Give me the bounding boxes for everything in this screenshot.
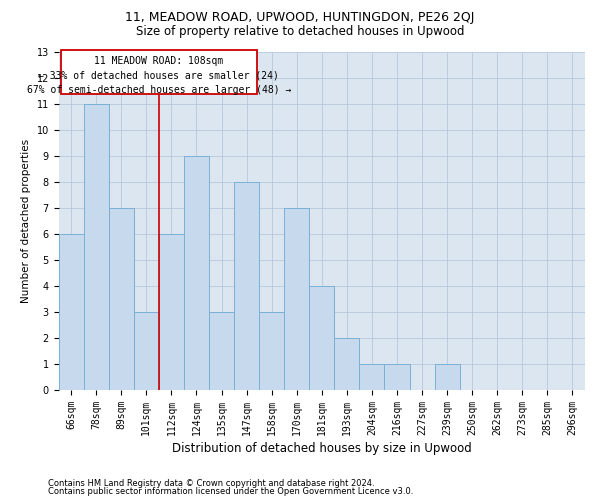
Text: Contains HM Land Registry data © Crown copyright and database right 2024.: Contains HM Land Registry data © Crown c… bbox=[48, 478, 374, 488]
Bar bbox=[334, 338, 359, 390]
Text: 11 MEADOW ROAD: 108sqm: 11 MEADOW ROAD: 108sqm bbox=[94, 56, 224, 66]
Bar bbox=[209, 312, 234, 390]
Text: 67% of semi-detached houses are larger (48) →: 67% of semi-detached houses are larger (… bbox=[26, 84, 291, 94]
Text: ← 33% of detached houses are smaller (24): ← 33% of detached houses are smaller (24… bbox=[38, 70, 280, 81]
Y-axis label: Number of detached properties: Number of detached properties bbox=[21, 138, 31, 303]
Bar bbox=[59, 234, 83, 390]
Bar bbox=[159, 234, 184, 390]
Bar bbox=[309, 286, 334, 390]
Text: Size of property relative to detached houses in Upwood: Size of property relative to detached ho… bbox=[136, 25, 464, 38]
Bar bbox=[109, 208, 134, 390]
X-axis label: Distribution of detached houses by size in Upwood: Distribution of detached houses by size … bbox=[172, 442, 472, 455]
Bar bbox=[259, 312, 284, 390]
Bar bbox=[83, 104, 109, 390]
Bar bbox=[284, 208, 309, 390]
Text: Contains public sector information licensed under the Open Government Licence v3: Contains public sector information licen… bbox=[48, 487, 413, 496]
Bar bbox=[184, 156, 209, 390]
Bar bbox=[359, 364, 385, 390]
Bar bbox=[234, 182, 259, 390]
FancyBboxPatch shape bbox=[61, 50, 257, 94]
Bar bbox=[385, 364, 410, 390]
Bar bbox=[434, 364, 460, 390]
Text: 11, MEADOW ROAD, UPWOOD, HUNTINGDON, PE26 2QJ: 11, MEADOW ROAD, UPWOOD, HUNTINGDON, PE2… bbox=[125, 12, 475, 24]
Bar bbox=[134, 312, 159, 390]
